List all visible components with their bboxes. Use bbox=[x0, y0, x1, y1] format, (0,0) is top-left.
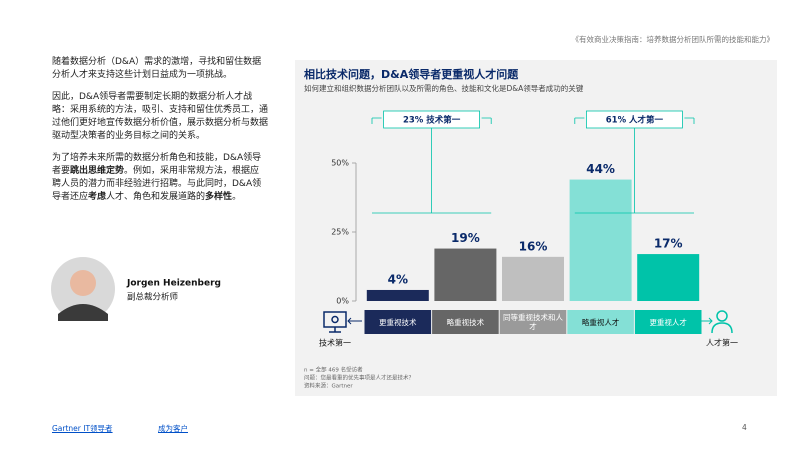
chart-panel bbox=[295, 60, 777, 396]
text-run: 随着数据分析（D&A）需求的激增，寻找和留住数据分析人才来支持这些计划日益成为一… bbox=[52, 57, 262, 80]
category-box bbox=[567, 310, 634, 334]
chart-title: 相比技术问题，D&A领导者更重视人才问题 bbox=[304, 67, 519, 81]
footnote: 资料来源：Gartner bbox=[304, 382, 353, 390]
text-run: 人才、角色和发展道路的 bbox=[106, 192, 206, 202]
bar bbox=[502, 256, 564, 301]
person-suit bbox=[58, 304, 108, 321]
bar bbox=[637, 254, 700, 301]
category-box bbox=[432, 310, 499, 334]
talent-icon bbox=[711, 310, 733, 334]
arrows bbox=[347, 317, 713, 325]
text-run: 因此，D&A领导者需要制定长期的数据分析人才战略：采用系统的方法，吸引、支持和留… bbox=[52, 92, 269, 141]
y-tick-label: 0% bbox=[336, 297, 349, 306]
footer-link[interactable]: Gartner IT领导者 bbox=[52, 424, 113, 433]
value-label: 16% bbox=[519, 239, 548, 253]
paragraph: 随着数据分析（D&A）需求的激增，寻找和留住数据分析人才来支持这些计划日益成为一… bbox=[52, 56, 268, 82]
text-run: 多样性 bbox=[205, 192, 233, 202]
callout-box bbox=[586, 110, 683, 129]
value-label: 4% bbox=[388, 272, 408, 286]
chart-subtitle: 如何建立和组织数据分析团队以及所需的角色、技能和文化是D&A领导者成功的关键 bbox=[304, 83, 584, 93]
paragraph: 因此，D&A领导者需要制定长期的数据分析人才战略：采用系统的方法，吸引、支持和留… bbox=[52, 91, 268, 143]
paragraph: 为了培养未来所需的数据分析角色和技能，D&A领导者要跳出思维定势。例如，采用非常… bbox=[52, 152, 268, 204]
text-run: 为了培养未来所需的数据分析角色和技能，D&A领导者要 bbox=[52, 153, 262, 176]
callout-text: 61% 人才第一 bbox=[606, 115, 664, 126]
page-number: 4 bbox=[742, 423, 747, 432]
bracket bbox=[371, 117, 492, 214]
person-role: 副总裁分析师 bbox=[127, 292, 179, 303]
person-card: Jorgen Heizenberg 副总裁分析师 bbox=[51, 257, 221, 321]
y-tick-label: 50% bbox=[331, 159, 349, 168]
footnote: n = 全部 469 名受访者 bbox=[304, 366, 363, 374]
category-label-box: 更重视技术 bbox=[379, 317, 417, 327]
category-label-box: 同等重视技术和人才 bbox=[502, 313, 563, 331]
category-box bbox=[634, 310, 702, 334]
bar bbox=[434, 248, 497, 301]
body-text: 随着数据分析（D&A）需求的激增，寻找和留住数据分析人才来支持这些计划日益成为一… bbox=[52, 56, 268, 213]
footnote: 问题：您最看重的优先事项是人才还是技术？ bbox=[304, 374, 414, 382]
bar bbox=[366, 289, 429, 301]
category-label: 略重视人才 bbox=[581, 317, 620, 327]
category-label-box: 略重视技术 bbox=[446, 317, 485, 327]
end-label: 技术第一 bbox=[319, 338, 351, 348]
category-label: 更重视人才 bbox=[649, 317, 687, 327]
category-label: 略重视技术 bbox=[446, 317, 485, 327]
value-label: 17% bbox=[654, 237, 683, 251]
text-run: 。例如，采用非常规方法，根据应聘人员的潜力而非经验进行招聘。与此同时，D&A领导… bbox=[52, 166, 262, 202]
person-name: Jorgen Heizenberg bbox=[126, 279, 221, 289]
category-box bbox=[499, 310, 567, 334]
text-run: 考虑 bbox=[88, 192, 107, 202]
value-label: 44% bbox=[586, 162, 615, 176]
text-run: 跳出思维定势 bbox=[70, 166, 125, 176]
value-label: 19% bbox=[451, 231, 480, 245]
category-label-box: 更重视人才 bbox=[649, 317, 687, 327]
category-box bbox=[364, 310, 432, 334]
callout-box bbox=[383, 110, 481, 129]
bar bbox=[569, 179, 632, 301]
tech-icon bbox=[323, 311, 347, 333]
bracket bbox=[574, 117, 695, 214]
category-label-box: 略重视人才 bbox=[581, 317, 620, 327]
footer-link[interactable]: 成为客户 bbox=[158, 424, 188, 433]
source-title: 《有效商业决策指南：培养数据分析团队所需的技能和能力》 bbox=[571, 35, 775, 44]
end-label: 人才第一 bbox=[706, 338, 738, 348]
person-face bbox=[70, 270, 96, 296]
category-label: 同等重视技术和人才 bbox=[502, 313, 563, 331]
y-tick-label: 25% bbox=[331, 228, 349, 237]
category-label: 更重视技术 bbox=[379, 317, 417, 327]
callout-text: 23% 技术第一 bbox=[403, 115, 461, 126]
text-run: 。 bbox=[232, 192, 242, 202]
